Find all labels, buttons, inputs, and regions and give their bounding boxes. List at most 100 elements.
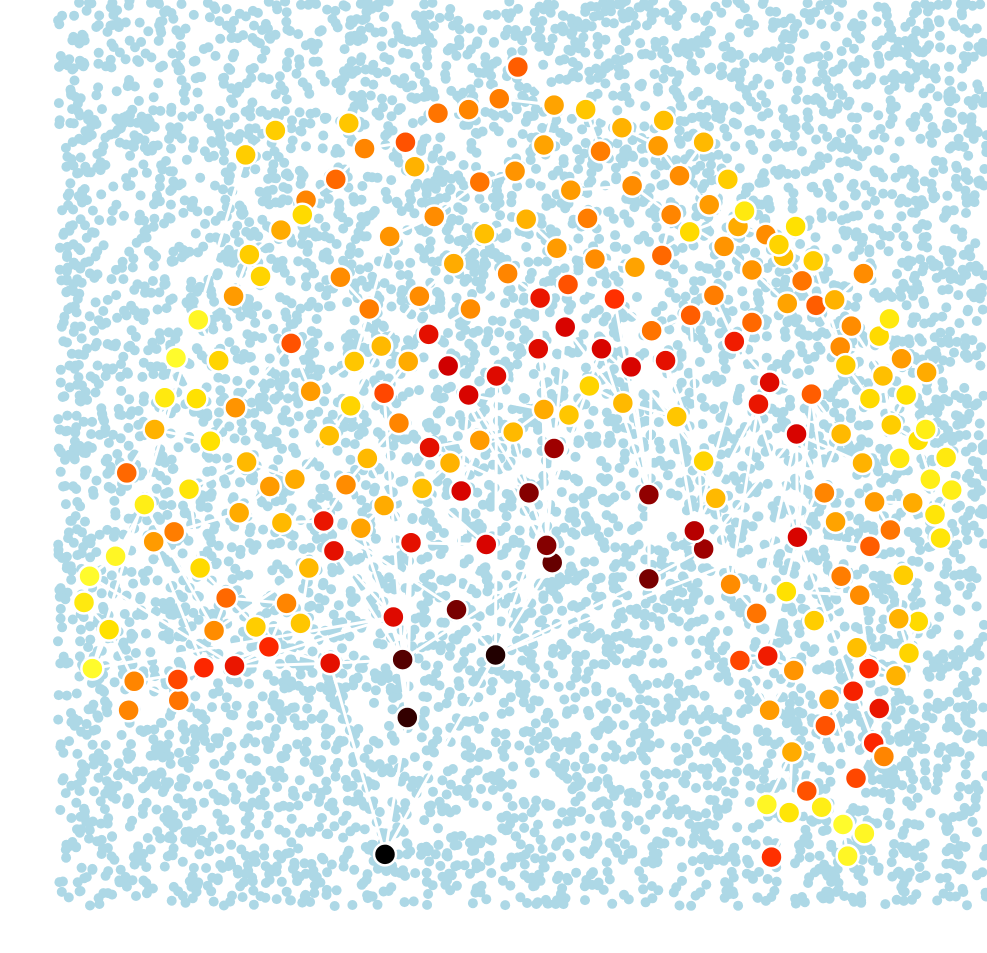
background-sample-point [500,825,511,836]
background-sample-point [512,181,523,192]
background-sample-point [742,749,753,760]
background-sample-point [517,45,528,56]
background-sample-point [953,133,964,144]
background-sample-point [221,20,232,31]
background-sample-point [101,776,112,787]
background-sample-point [292,739,303,750]
background-sample-point [372,863,383,874]
background-sample-point [497,875,508,886]
background-sample-point [537,844,548,854]
background-sample-point [388,692,399,703]
background-sample-point [529,663,540,674]
background-sample-point [349,864,360,875]
background-sample-point [248,885,259,896]
background-sample-point [387,754,398,765]
background-sample-point [748,574,759,585]
background-sample-point [383,373,394,384]
background-sample-point [281,7,292,18]
background-sample-point [921,385,932,396]
background-sample-point [340,1,351,12]
background-sample-point [798,29,809,40]
background-sample-point [289,791,300,801]
background-sample-point [293,29,304,40]
background-sample-point [102,294,113,305]
background-sample-point [56,886,67,897]
background-sample-point [338,861,349,872]
background-sample-point [486,79,496,90]
background-sample-point [793,368,804,379]
background-sample-point [936,337,947,348]
background-sample-point [138,159,149,170]
background-sample-point [507,404,518,415]
background-sample-point [142,833,153,843]
background-sample-point [565,46,576,57]
background-sample-point [917,240,927,251]
background-sample-point [690,890,701,901]
background-sample-point [299,891,310,902]
background-sample-point [143,565,153,576]
background-sample-point [953,629,964,640]
background-sample-point [84,268,95,279]
background-sample-point [927,137,937,148]
background-sample-point [342,849,353,860]
background-sample-point [559,763,570,774]
background-sample-point [192,87,203,98]
background-sample-point [828,66,839,77]
background-sample-point [468,797,479,808]
background-sample-point [979,270,987,281]
background-sample-point [123,440,134,451]
background-sample-point [195,172,206,183]
background-sample-point [486,685,497,696]
background-sample-point [276,876,287,887]
background-sample-point [419,707,430,718]
background-sample-point [338,223,349,234]
background-sample-point [270,496,281,507]
background-sample-point [850,301,861,312]
background-sample-point [80,257,91,268]
background-sample-point [961,192,972,203]
background-sample-point [173,747,184,758]
background-sample-point [543,276,554,286]
background-sample-point [368,79,379,90]
background-sample-point [937,311,948,322]
background-sample-point [400,798,411,809]
background-sample-point [648,848,659,859]
background-sample-point [161,475,172,486]
background-sample-point [677,101,688,112]
background-sample-point [547,170,558,181]
background-sample-point [444,650,455,661]
background-sample-point [887,189,898,200]
background-sample-point [177,856,188,867]
background-sample-point [762,836,773,846]
background-sample-point [660,64,671,75]
background-sample-point [820,40,831,51]
background-sample-point [262,669,273,680]
background-sample-point [514,740,525,751]
background-sample-point [800,166,811,177]
background-sample-point [618,720,629,731]
background-sample-point [689,688,700,699]
background-sample-point [704,595,715,605]
background-sample-point [276,753,287,764]
background-sample-point [98,240,109,251]
background-sample-point [639,611,650,622]
background-sample-point [287,115,297,126]
background-sample-point [237,892,248,903]
background-sample-point [203,779,213,790]
background-sample-point [407,118,418,129]
background-sample-point [62,151,73,162]
background-sample-point [102,707,113,718]
background-sample-point [249,20,259,31]
background-sample-point [193,103,204,114]
background-sample-point [62,410,73,421]
background-sample-point [275,80,286,91]
background-sample-point [610,162,621,173]
background-sample-point [962,677,973,688]
background-sample-point [608,18,619,29]
background-sample-point [416,197,427,208]
background-sample-point [596,68,607,79]
background-sample-point [76,862,87,873]
background-sample-point [529,695,540,706]
background-sample-point [288,381,299,392]
background-sample-point [188,607,199,618]
